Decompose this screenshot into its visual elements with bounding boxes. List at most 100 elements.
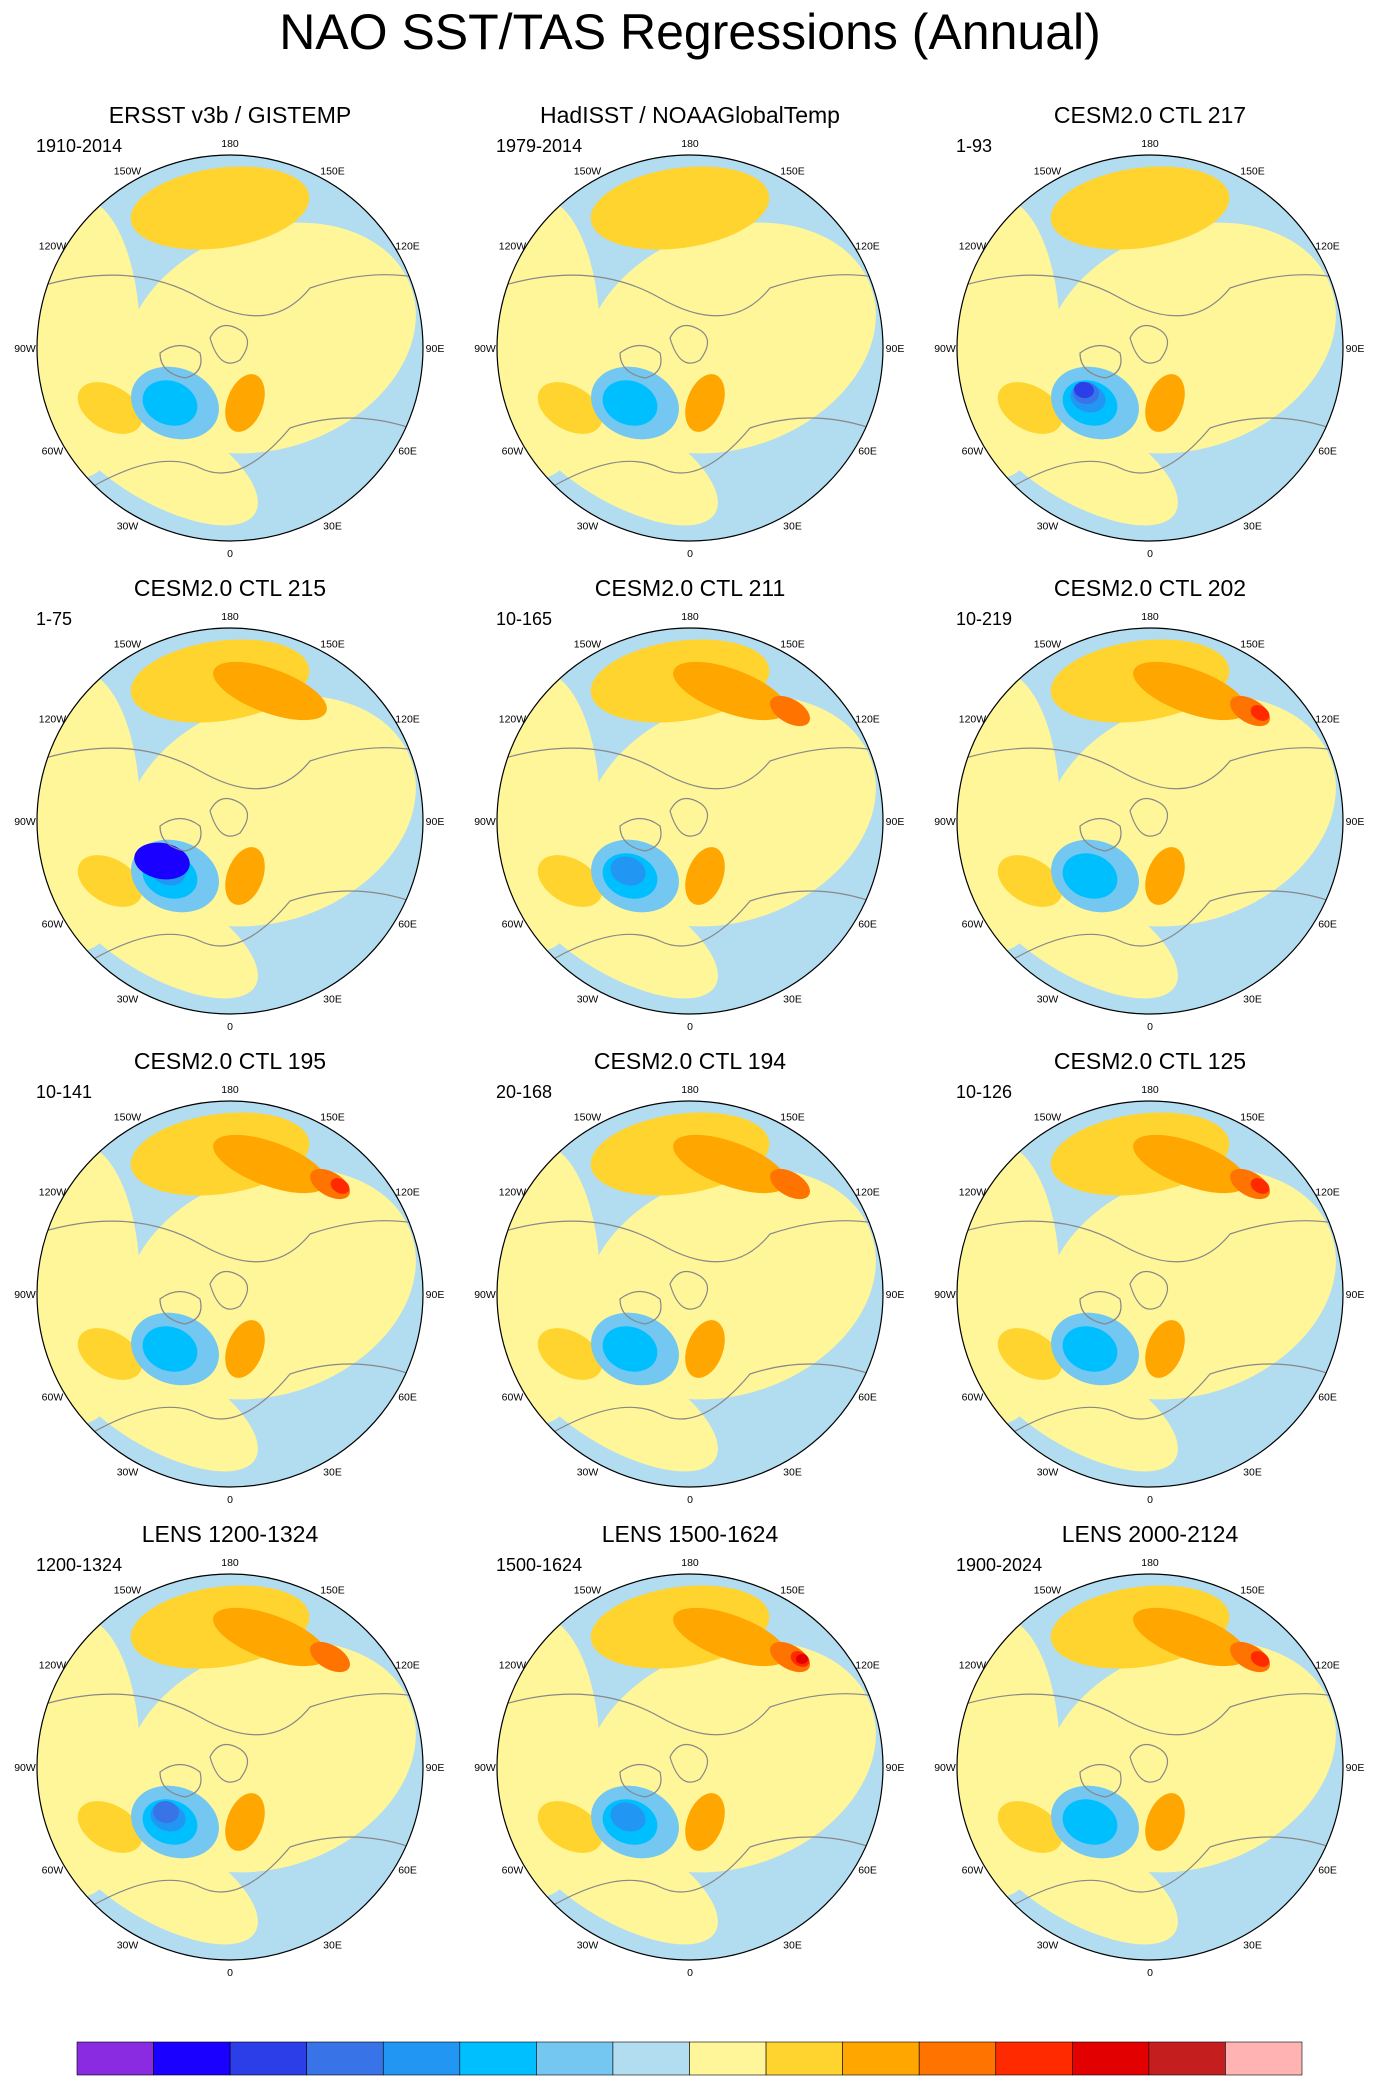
coastlines bbox=[497, 747, 881, 962]
longitude-label: 90E bbox=[1346, 1762, 1365, 1774]
map-field bbox=[37, 1101, 423, 1487]
longitude-label: 90W bbox=[474, 343, 496, 355]
siberia-warm-peak bbox=[1250, 1651, 1270, 1667]
panel-title: CESM2.0 CTL 195 bbox=[133, 1048, 327, 1074]
colorbar-box bbox=[76, 2041, 154, 2076]
longitude-label: 90E bbox=[426, 343, 445, 355]
longitude-label: 150E bbox=[1240, 1111, 1265, 1123]
longitude-label: 60W bbox=[502, 1865, 524, 1877]
longitude-label: 150E bbox=[780, 165, 805, 177]
labrador-cold-core bbox=[602, 380, 658, 426]
longitude-label: 30E bbox=[783, 994, 802, 1006]
colorbar-box bbox=[306, 2041, 384, 2076]
longitude-label: 30E bbox=[1243, 994, 1262, 1006]
colorbar-box bbox=[536, 2041, 614, 2076]
panel-title: CESM2.0 CTL 125 bbox=[1053, 1048, 1247, 1074]
coastline bbox=[37, 1220, 421, 1263]
longitude-label: 90E bbox=[886, 816, 905, 828]
subpolar-atlantic-warm bbox=[77, 855, 143, 907]
coastline bbox=[957, 747, 1341, 790]
colorbar-tick-label: -0.2 bbox=[505, 2080, 567, 2087]
longitude-label: 180 bbox=[1141, 1557, 1159, 1569]
longitude-label: 0 bbox=[687, 1967, 693, 1979]
longitude-label: 30E bbox=[323, 994, 342, 1006]
coastline bbox=[497, 747, 881, 790]
coastline bbox=[159, 817, 202, 852]
panel-title: LENS 1200-1324 bbox=[141, 1521, 319, 1547]
coastline bbox=[159, 344, 202, 379]
longitude-label: 0 bbox=[687, 548, 693, 560]
longitude-label: 180 bbox=[681, 1557, 699, 1569]
siberia-warm-peak bbox=[330, 1178, 350, 1194]
longitude-label: 90W bbox=[934, 816, 956, 828]
map-boundary bbox=[496, 1573, 884, 1961]
longitude-label: 0 bbox=[227, 1494, 233, 1506]
labrador-cold-extreme bbox=[1074, 381, 1094, 399]
labrador-cold-core bbox=[142, 380, 198, 426]
subpolar-atlantic-warm bbox=[537, 1328, 603, 1380]
coastline bbox=[619, 817, 662, 852]
longitude-label: 90E bbox=[1346, 1289, 1365, 1301]
scandinavia-warm bbox=[225, 847, 265, 905]
colorbar-tick-label: 0 bbox=[679, 2080, 699, 2087]
pacific-warm-core bbox=[1133, 661, 1247, 721]
longitude-label: 0 bbox=[1147, 1967, 1153, 1979]
coastline bbox=[619, 1290, 662, 1325]
coastlines bbox=[497, 274, 881, 489]
coastline bbox=[619, 344, 662, 379]
map-field bbox=[497, 628, 883, 1014]
colorbar-box bbox=[1072, 2041, 1150, 2076]
subpolar-atlantic-warm bbox=[997, 855, 1063, 907]
longitude-label: 150W bbox=[574, 638, 602, 650]
longitude-label: 60W bbox=[962, 1392, 984, 1404]
longitude-label: 90E bbox=[886, 1289, 905, 1301]
panel-title: CESM2.0 CTL 202 bbox=[1053, 575, 1247, 601]
longitude-label: 90W bbox=[14, 343, 36, 355]
coastline bbox=[549, 1363, 871, 1435]
scandinavia-warm bbox=[1145, 1793, 1185, 1851]
longitude-label: 30E bbox=[1243, 521, 1262, 533]
longitude-label: 120W bbox=[39, 241, 67, 253]
coastlines bbox=[957, 747, 1341, 962]
map-boundary bbox=[496, 1100, 884, 1488]
scandinavia-warm bbox=[685, 374, 725, 432]
map-panel: ERSST v3b / GISTEMP 180 150E 120E 90E 60E 30E 0… bbox=[0, 100, 460, 574]
longitude-label: 120W bbox=[959, 1660, 987, 1672]
pacific-warm-core bbox=[673, 1607, 787, 1667]
longitude-label: 60E bbox=[398, 1392, 417, 1404]
pacific-warm-center bbox=[130, 166, 310, 250]
map-panel: CESM2.0 CTL 217 180 150E 120E 90E 60E 30E 0 30W 6… bbox=[920, 100, 1380, 574]
longitude-label: 120E bbox=[395, 1660, 420, 1672]
pacific-warm-core bbox=[673, 661, 787, 721]
coastlines bbox=[957, 1693, 1341, 1908]
longitude-label: 60W bbox=[42, 446, 64, 458]
longitude-label: 150W bbox=[574, 1111, 602, 1123]
longitude-label: 90W bbox=[934, 343, 956, 355]
longitude-label: 60E bbox=[858, 446, 877, 458]
longitude-label: 180 bbox=[1141, 1084, 1159, 1096]
longitude-label: 150E bbox=[1240, 638, 1265, 650]
longitude-label: 90E bbox=[886, 343, 905, 355]
longitude-label: 0 bbox=[1147, 1021, 1153, 1033]
scandinavia-warm bbox=[1145, 374, 1185, 432]
map-panel: LENS 1200-1324 180 150E 120E 90E 60E 30E 0 30W 60… bbox=[0, 1519, 460, 1993]
coastline bbox=[89, 1836, 411, 1908]
polar-map: 180 150E 120E 90E 60E 30E 0 30W 60W 90W 120W 150W bbox=[14, 1084, 444, 1506]
longitude-label: 30W bbox=[577, 1467, 599, 1479]
polar-map: 180 150E 120E 90E 60E 30E 0 30W 60W 90W 120W 150W bbox=[474, 138, 905, 560]
coastline bbox=[957, 1220, 1341, 1263]
panel-period: 10-165 bbox=[496, 609, 553, 629]
longitude-label: 0 bbox=[227, 548, 233, 560]
longitude-label: 120E bbox=[395, 1187, 420, 1199]
coastline bbox=[957, 274, 1341, 317]
panel-period: 1-93 bbox=[956, 136, 993, 156]
longitude-label: 150E bbox=[780, 638, 805, 650]
colorbar-tick-label: 0.6 bbox=[1124, 2080, 1174, 2087]
coastline bbox=[89, 1363, 411, 1435]
coastline bbox=[1079, 1290, 1122, 1325]
colorbar-tick-label: -0.4 bbox=[352, 2080, 414, 2087]
longitude-label: 30W bbox=[1037, 994, 1059, 1006]
panel-title: CESM2.0 CTL 215 bbox=[133, 575, 327, 601]
longitude-label: 150E bbox=[780, 1584, 805, 1596]
pacific-warm-core bbox=[213, 661, 327, 721]
